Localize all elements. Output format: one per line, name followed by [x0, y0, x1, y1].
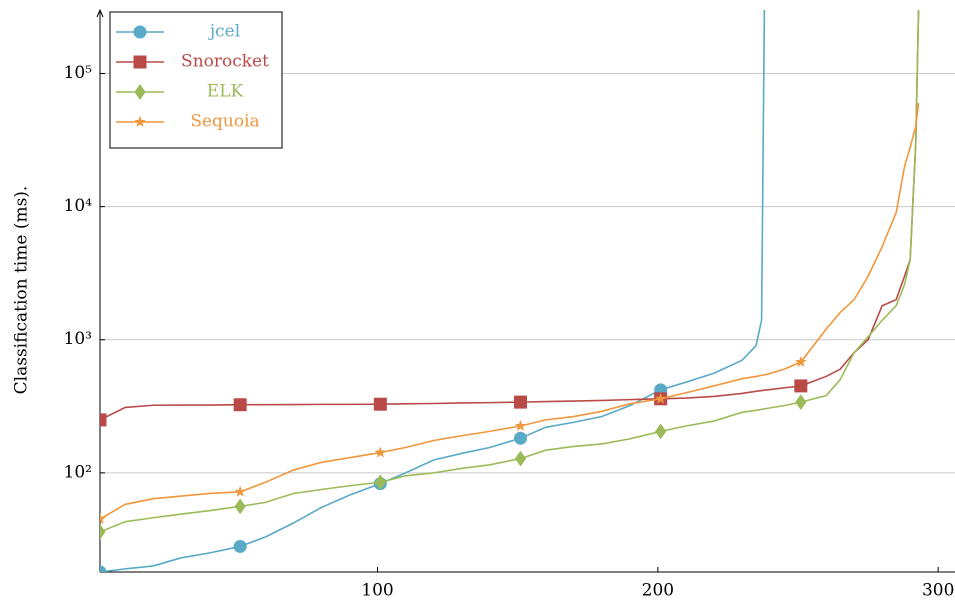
series-line — [100, 10, 920, 421]
marker — [100, 565, 107, 572]
marker — [655, 423, 667, 440]
x-tick-label: 200 — [642, 581, 674, 601]
marker — [100, 524, 106, 540]
series-line — [100, 102, 920, 520]
marker — [134, 115, 146, 128]
x-tick-label: 100 — [361, 581, 393, 601]
marker — [374, 446, 387, 458]
series-line — [100, 10, 920, 533]
marker — [234, 498, 246, 515]
legend-label: ELK — [207, 82, 244, 102]
y-tick-label: 10⁴ — [64, 196, 93, 216]
legend-label: Snorocket — [181, 52, 269, 72]
marker — [514, 450, 527, 467]
x-tick-label: 300 — [922, 581, 954, 601]
marker — [233, 398, 247, 412]
series-line — [100, 10, 766, 572]
marker — [134, 84, 146, 100]
y-axis-arrow — [96, 8, 104, 18]
marker — [100, 413, 107, 427]
y-tick-label: 10⁵ — [64, 63, 93, 83]
y-axis-label: Classification time (ms). — [12, 186, 32, 395]
marker — [794, 379, 808, 393]
marker — [133, 25, 147, 39]
marker — [233, 539, 247, 553]
marker — [794, 355, 807, 368]
legend-label: Sequoia — [190, 112, 259, 132]
marker — [373, 397, 387, 411]
marker — [654, 392, 667, 404]
marker — [234, 485, 247, 497]
legend-label: jcel — [208, 22, 240, 42]
marker — [795, 394, 807, 410]
y-tick-label: 10³ — [64, 329, 92, 349]
plot-area — [100, 10, 920, 572]
y-tick-label: 10² — [64, 462, 92, 482]
marker — [133, 55, 147, 69]
marker — [513, 431, 527, 445]
marker — [513, 395, 527, 409]
marker — [374, 474, 386, 491]
marker — [514, 419, 527, 432]
marker — [100, 512, 106, 525]
